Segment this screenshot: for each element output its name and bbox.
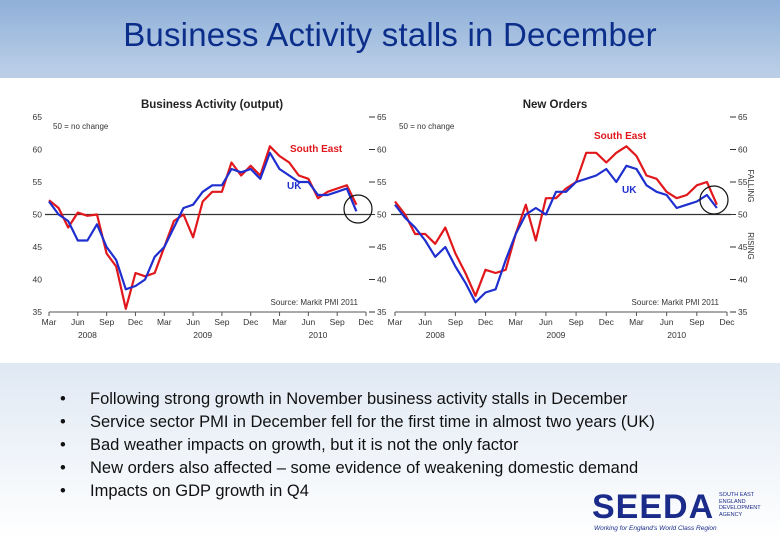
y-tick-label-right: 65 <box>738 112 748 122</box>
slide-title: Business Activity stalls in December <box>123 16 657 53</box>
x-tick-label: Jun <box>418 317 432 327</box>
y-tick-label-right: 65 <box>377 112 387 122</box>
series-line-south-east <box>48 145 358 310</box>
x-tick-label: Jun <box>186 317 200 327</box>
y-tick-label-left: 50 <box>33 210 43 220</box>
logo-agency-line: SOUTH EAST <box>719 492 755 498</box>
x-tick-label: Jun <box>660 317 674 327</box>
y-tick-label-right: 55 <box>738 177 748 187</box>
bullet-dot: • <box>60 436 66 454</box>
x-tick-label: Sep <box>689 317 704 327</box>
series-line-uk <box>394 164 718 304</box>
y-tick-label-left: 45 <box>33 242 43 252</box>
x-tick-label: Dec <box>719 317 735 327</box>
x-year-label: 2010 <box>309 330 328 340</box>
series-label-uk: UK <box>287 181 302 192</box>
y-tick-label-right: 50 <box>738 210 748 220</box>
y-tick-label-right: 60 <box>738 145 748 155</box>
x-year-label: 2009 <box>193 330 212 340</box>
y-tick-label-right: 35 <box>377 307 387 317</box>
logo-agency-line: DEVELOPMENT <box>719 505 761 511</box>
x-tick-label: Mar <box>629 317 644 327</box>
chart-title: New Orders <box>523 99 588 111</box>
logo-agency-text: SOUTH EAST ENGLAND DEVELOPMENT AGENCY <box>719 492 777 518</box>
bullet-text: Following strong growth in November busi… <box>90 390 628 408</box>
x-tick-label: Dec <box>243 317 259 327</box>
bullet-item: • Bad weather impacts on growth, but it i… <box>52 434 752 457</box>
y-tick-label-left: 35 <box>33 307 43 317</box>
chart-title: Business Activity (output) <box>141 99 283 111</box>
x-tick-label: Sep <box>448 317 463 327</box>
chart-source: Source: Markit PMI 2011 <box>632 298 720 307</box>
bullet-dot: • <box>60 390 66 408</box>
x-tick-label: Dec <box>358 317 374 327</box>
x-tick-label: Sep <box>569 317 584 327</box>
y-tick-label-right: 40 <box>377 275 387 285</box>
chart-source: Source: Markit PMI 2011 <box>271 298 359 307</box>
logo-wordmark: SEEDA <box>592 488 715 526</box>
side-label-rising: RISING <box>746 232 755 260</box>
y-tick-label-left: 65 <box>33 112 43 122</box>
chart-panel: Business Activity (output) 50 = no change… <box>0 78 780 363</box>
x-year-label: 2010 <box>667 330 686 340</box>
y-tick-label-right: 45 <box>738 242 748 252</box>
y-tick-label-right: 55 <box>377 177 387 187</box>
side-label-falling: FALLING <box>746 170 755 203</box>
bullet-text: Bad weather impacts on growth, but it is… <box>90 436 519 454</box>
bullet-item: • Following strong growth in November bus… <box>52 388 752 411</box>
x-tick-label: Dec <box>478 317 494 327</box>
series-label-south-east: South East <box>594 131 647 142</box>
y-tick-label-right: 60 <box>377 145 387 155</box>
bullet-dot: • <box>60 413 66 431</box>
x-tick-label: Mar <box>508 317 523 327</box>
y-tick-label-right: 50 <box>377 210 387 220</box>
seeda-logo: SEEDA SOUTH EAST ENGLAND DEVELOPMENT AGE… <box>592 488 777 536</box>
highlight-circle <box>343 194 373 224</box>
x-tick-label: Dec <box>128 317 144 327</box>
y-tick-label-right: 35 <box>738 307 748 317</box>
chart-annotation: 50 = no change <box>399 122 455 131</box>
highlight-circle <box>699 185 729 215</box>
bullet-text: Impacts on GDP growth in Q4 <box>90 482 309 500</box>
bullet-text: New orders also affected – some evidence… <box>90 459 639 477</box>
series-label-uk: UK <box>622 185 637 196</box>
x-tick-label: Jun <box>539 317 553 327</box>
x-tick-label: Sep <box>214 317 229 327</box>
x-tick-label: Jun <box>71 317 85 327</box>
series-label-south-east: South East <box>290 144 343 155</box>
charts-svg: Business Activity (output) 50 = no change… <box>33 99 755 340</box>
y-tick-label-left: 60 <box>33 145 43 155</box>
bullet-dot: • <box>60 459 66 477</box>
x-year-label: 2008 <box>426 330 445 340</box>
x-year-label: 2008 <box>78 330 97 340</box>
logo-agency-line: AGENCY <box>719 511 743 518</box>
bullet-item: • New orders also affected – some evidenc… <box>52 457 752 480</box>
y-tick-label-left: 55 <box>33 177 43 187</box>
y-tick-label-left: 40 <box>33 275 43 285</box>
x-tick-label: Mar <box>272 317 287 327</box>
bullet-item: • Impacts on GDP growth in Q4 <box>52 480 752 503</box>
series-line-uk <box>48 151 358 291</box>
bullet-dot: • <box>60 482 66 500</box>
x-tick-label: Mar <box>157 317 172 327</box>
x-tick-label: Sep <box>330 317 345 327</box>
logo-agency-line: ENGLAND <box>719 498 746 505</box>
bullet-item: • Service sector PMI in December fell for… <box>52 411 752 434</box>
x-year-label: 2009 <box>547 330 566 340</box>
chart-annotation: 50 = no change <box>53 122 109 131</box>
logo-tagline: Working for England's World Class Region <box>594 525 717 532</box>
x-tick-label: Sep <box>99 317 114 327</box>
y-tick-label-right: 45 <box>377 242 387 252</box>
bullet-text: Service sector PMI in December fell for … <box>90 413 655 431</box>
x-tick-label: Dec <box>599 317 615 327</box>
bullet-list: • Following strong growth in November bus… <box>52 388 752 503</box>
x-tick-label: Mar <box>388 317 403 327</box>
y-tick-label-right: 40 <box>738 275 748 285</box>
x-tick-label: Mar <box>42 317 57 327</box>
series-line-south-east <box>394 145 718 297</box>
x-tick-label: Jun <box>302 317 316 327</box>
